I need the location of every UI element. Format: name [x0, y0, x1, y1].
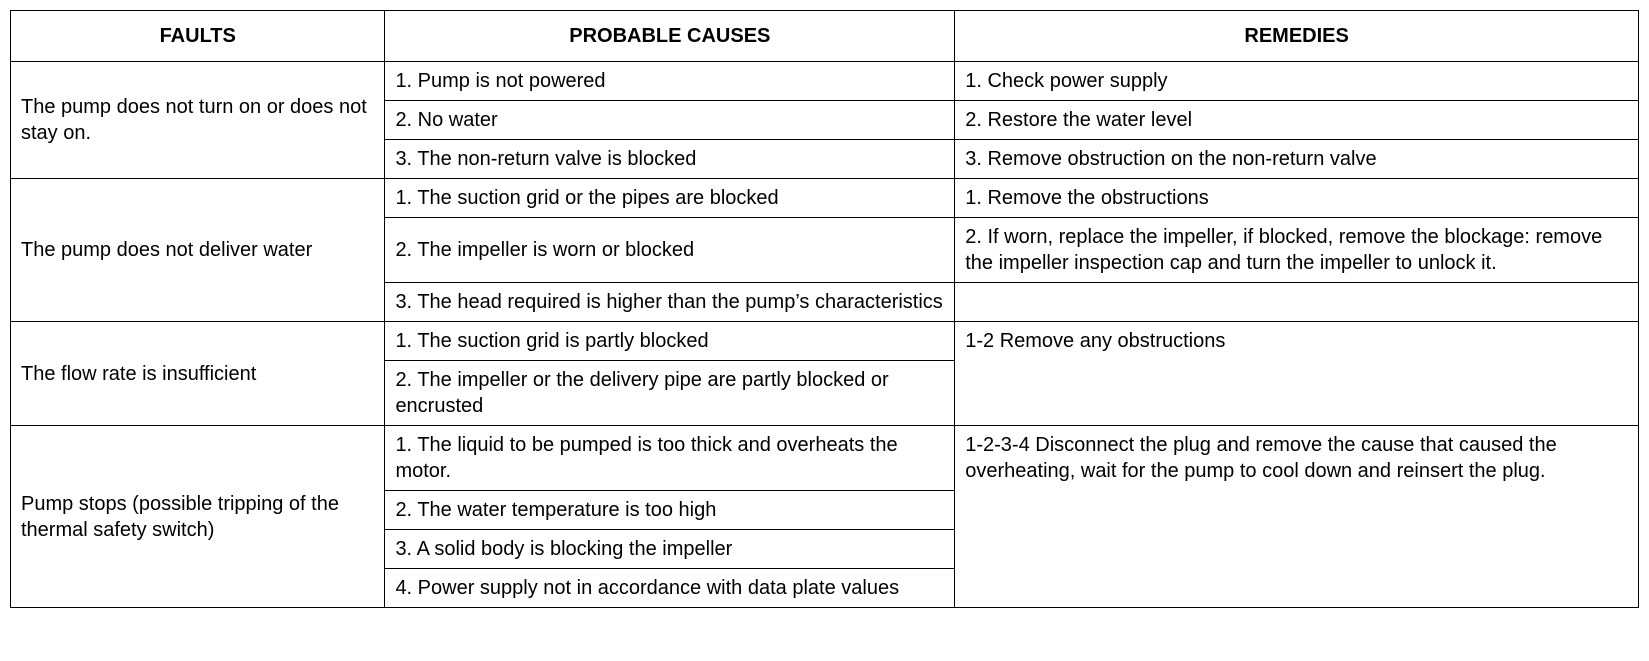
- fault-label: The pump does not deliver water: [11, 179, 385, 322]
- cause-cell: 3. The head required is higher than the …: [385, 283, 955, 322]
- cause-cell: 2. No water: [385, 101, 955, 140]
- remedy-cell: 3. Remove obstruction on the non-return …: [955, 140, 1639, 179]
- cause-cell: 1. Pump is not powered: [385, 62, 955, 101]
- fault-label: The pump does not turn on or does not st…: [11, 62, 385, 179]
- troubleshooting-table: FAULTS PROBABLE CAUSES REMEDIES The pump…: [10, 10, 1639, 608]
- remedy-cell: 1-2-3-4 Disconnect the plug and remove t…: [955, 426, 1639, 608]
- table-header-row: FAULTS PROBABLE CAUSES REMEDIES: [11, 11, 1639, 62]
- header-remedies: REMEDIES: [955, 11, 1639, 62]
- cause-cell: 4. Power supply not in accordance with d…: [385, 569, 955, 608]
- table-row: The pump does not deliver water 1. The s…: [11, 179, 1639, 218]
- remedy-cell: 1-2 Remove any obstructions: [955, 322, 1639, 426]
- header-faults: FAULTS: [11, 11, 385, 62]
- table-row: The pump does not turn on or does not st…: [11, 62, 1639, 101]
- remedy-cell: 1. Remove the obstructions: [955, 179, 1639, 218]
- remedy-cell: [955, 283, 1639, 322]
- cause-cell: 1. The suction grid or the pipes are blo…: [385, 179, 955, 218]
- cause-cell: 3. The non-return valve is blocked: [385, 140, 955, 179]
- remedy-cell: 1. Check power supply: [955, 62, 1639, 101]
- cause-cell: 2. The impeller is worn or blocked: [385, 218, 955, 283]
- cause-cell: 1. The suction grid is partly blocked: [385, 322, 955, 361]
- remedy-cell: 2. Restore the water level: [955, 101, 1639, 140]
- header-causes: PROBABLE CAUSES: [385, 11, 955, 62]
- table-row: Pump stops (possible tripping of the the…: [11, 426, 1639, 491]
- cause-cell: 3. A solid body is blocking the impeller: [385, 530, 955, 569]
- remedy-cell: 2. If worn, replace the impeller, if blo…: [955, 218, 1639, 283]
- table-row: The flow rate is insufficient 1. The suc…: [11, 322, 1639, 361]
- fault-label: The flow rate is insufficient: [11, 322, 385, 426]
- cause-cell: 2. The water temperature is too high: [385, 491, 955, 530]
- fault-label: Pump stops (possible tripping of the the…: [11, 426, 385, 608]
- cause-cell: 2. The impeller or the delivery pipe are…: [385, 361, 955, 426]
- cause-cell: 1. The liquid to be pumped is too thick …: [385, 426, 955, 491]
